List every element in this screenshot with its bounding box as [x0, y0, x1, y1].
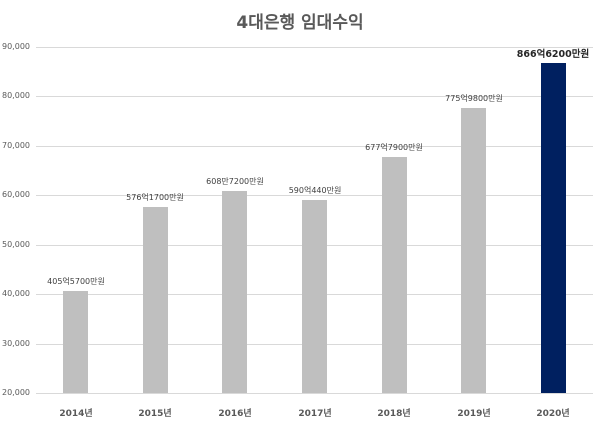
- bar-2018년: [382, 157, 407, 393]
- y-axis-tick-label: 80,000: [2, 91, 30, 100]
- gridline: [36, 96, 593, 97]
- gridline: [36, 195, 593, 196]
- x-axis-tick-label: 2016년: [218, 409, 252, 419]
- y-axis-tick-label: 90,000: [2, 42, 30, 51]
- y-axis-tick-label: 40,000: [2, 289, 30, 298]
- y-axis-tick-label: 50,000: [2, 240, 30, 249]
- data-label: 576억1700만원: [126, 193, 184, 202]
- chart-title: 4대은행 임대수익: [236, 13, 364, 33]
- x-axis-tick-label: 2014년: [59, 409, 93, 419]
- gridline: [36, 47, 593, 48]
- data-label: 866억6200만원: [516, 49, 590, 60]
- bar-2019년: [461, 108, 486, 393]
- x-axis-tick-label: 2018년: [377, 409, 411, 419]
- y-axis-tick-label: 70,000: [2, 141, 30, 150]
- gridline: [36, 393, 593, 394]
- data-label: 590억440만원: [288, 186, 342, 195]
- data-label: 405억5700만원: [47, 277, 105, 286]
- gridline: [36, 146, 593, 147]
- y-axis-tick-label: 60,000: [2, 190, 30, 199]
- bar-2015년: [143, 207, 168, 393]
- x-axis-tick-label: 2019년: [457, 409, 491, 419]
- data-label: 775억9800만원: [445, 94, 503, 103]
- bar-2014년: [63, 291, 88, 393]
- bar-2016년: [222, 191, 247, 393]
- x-axis-tick-label: 2017년: [298, 409, 332, 419]
- x-axis-tick-label: 2015년: [138, 409, 172, 419]
- bar-2020년: [541, 63, 566, 393]
- y-axis-tick-label: 20,000: [2, 388, 30, 397]
- data-label: 677억7900만원: [365, 143, 423, 152]
- y-axis-tick-label: 30,000: [2, 339, 30, 348]
- data-label: 608만7200만원: [206, 177, 264, 186]
- x-axis-tick-label: 2020년: [536, 409, 570, 419]
- bar-2017년: [302, 200, 327, 393]
